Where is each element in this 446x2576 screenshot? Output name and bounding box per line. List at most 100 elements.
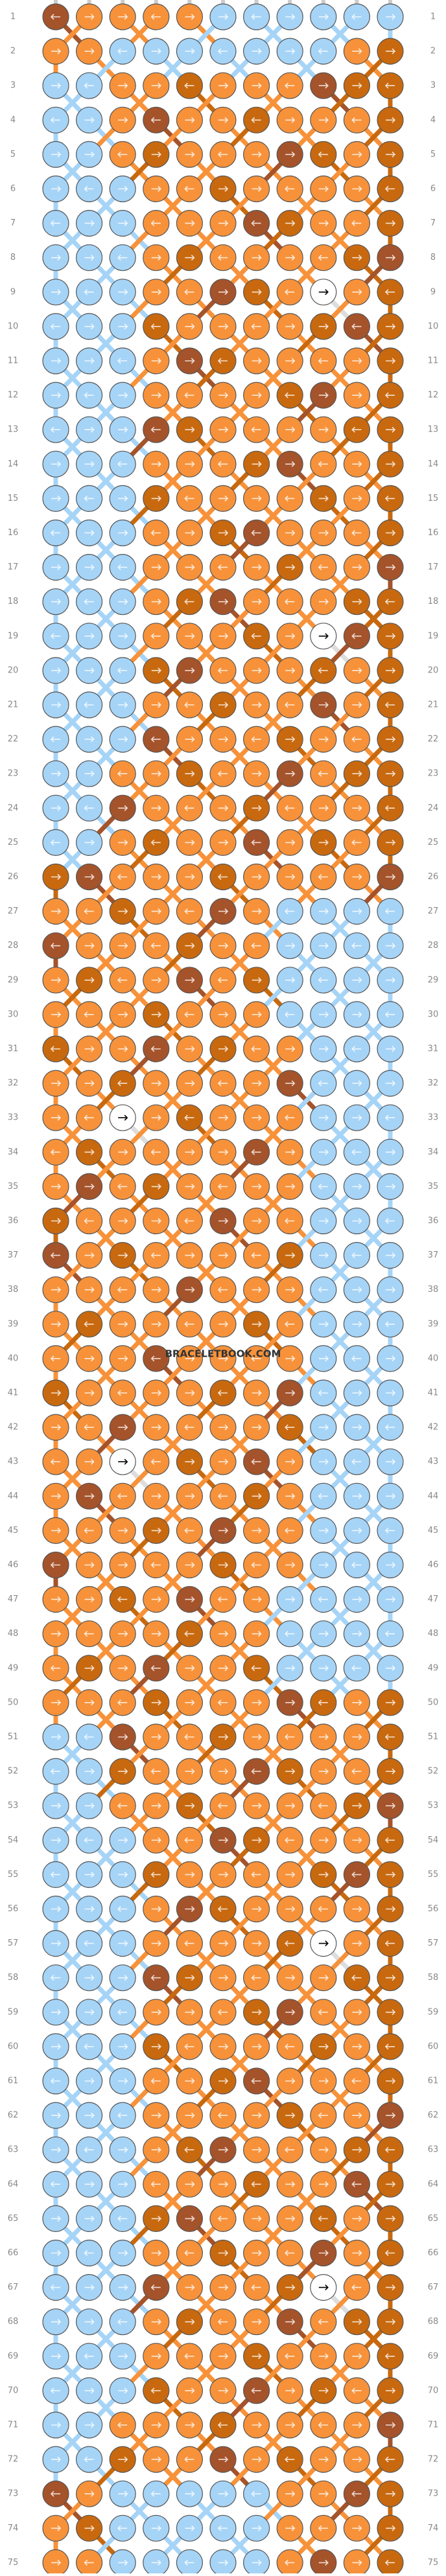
row-number-left: 58 bbox=[8, 1973, 19, 1983]
knot-arrow bbox=[351, 2181, 362, 2187]
knot-arrow bbox=[151, 1390, 161, 1396]
knot-arrow bbox=[318, 358, 328, 364]
knot-arrow bbox=[386, 1802, 396, 1809]
knot-arrow bbox=[218, 529, 229, 536]
knot-arrow bbox=[217, 1493, 228, 1499]
knot-arrow bbox=[318, 495, 329, 501]
knot-arrow bbox=[318, 1768, 329, 1775]
knot-arrow bbox=[184, 1837, 194, 1843]
knot-arrow bbox=[318, 943, 329, 949]
knot-arrow bbox=[151, 289, 161, 295]
knot-arrow bbox=[84, 2249, 94, 2257]
knot-arrow bbox=[252, 2009, 262, 2016]
knot-arrow bbox=[252, 82, 262, 89]
knot-arrow bbox=[352, 2559, 362, 2566]
knot-arrow bbox=[84, 1355, 95, 1362]
knot-arrow bbox=[151, 599, 161, 605]
row-number-left: 15 bbox=[8, 494, 19, 503]
knot-arrow bbox=[217, 1802, 228, 1809]
knot-arrow bbox=[84, 2319, 95, 2325]
row-number-right: 67 bbox=[428, 2283, 439, 2292]
knot-arrow bbox=[386, 1355, 396, 1362]
row-number-right: 53 bbox=[428, 1801, 439, 1811]
knot-arrow bbox=[84, 1768, 95, 1775]
row-number-left: 56 bbox=[8, 1904, 19, 1914]
knot-arrow bbox=[151, 770, 161, 777]
knot-arrow bbox=[218, 2146, 229, 2153]
knot-arrow bbox=[185, 426, 195, 433]
knot-arrow bbox=[251, 1561, 261, 1569]
knot-arrow bbox=[285, 2319, 296, 2325]
knot-arrow bbox=[218, 1768, 229, 1775]
knot-arrow bbox=[118, 529, 128, 536]
knot-arrow bbox=[151, 873, 161, 880]
knot-arrow bbox=[185, 2422, 195, 2428]
knot-arrow bbox=[285, 564, 296, 571]
knot-arrow bbox=[184, 1217, 194, 1225]
knot-arrow bbox=[351, 2490, 362, 2497]
knot-arrow bbox=[386, 1975, 396, 1981]
knot-arrow bbox=[318, 1802, 328, 1809]
row-number-left: 35 bbox=[8, 1182, 19, 1191]
knot-arrow bbox=[185, 1665, 195, 1672]
knot-arrow bbox=[351, 1561, 362, 1569]
knot-arrow bbox=[84, 977, 95, 983]
row-number-right: 23 bbox=[428, 769, 439, 779]
knot-arrow bbox=[318, 82, 329, 89]
row-number-right: 39 bbox=[428, 1319, 439, 1329]
knot-arrow bbox=[252, 2146, 262, 2153]
knot-arrow bbox=[352, 289, 362, 295]
knot-arrow bbox=[50, 1252, 60, 1259]
knot-arrow bbox=[318, 151, 328, 157]
knot-arrow bbox=[386, 255, 396, 261]
knot-arrow bbox=[117, 1699, 128, 1706]
knot-arrow bbox=[151, 1527, 161, 1534]
knot-arrow bbox=[318, 770, 328, 777]
knot-arrow bbox=[384, 1631, 395, 1637]
knot-arrow bbox=[386, 1596, 396, 1603]
knot-arrow bbox=[318, 1940, 329, 1947]
row-number-right: 5 bbox=[430, 150, 436, 159]
knot-arrow bbox=[51, 564, 62, 571]
knot bbox=[310, 2549, 337, 2576]
knot-arrow bbox=[252, 2559, 262, 2566]
knot-arrow bbox=[151, 1493, 161, 1499]
knot-arrow bbox=[251, 2078, 261, 2084]
knot-arrow bbox=[150, 736, 161, 742]
knot-arrow bbox=[117, 1183, 128, 1190]
knot-arrow bbox=[352, 2009, 362, 2016]
knot-arrow bbox=[285, 1768, 296, 1775]
knot-arrow bbox=[50, 2387, 60, 2394]
knot-arrow bbox=[185, 770, 195, 777]
knot-arrow bbox=[184, 392, 194, 398]
knot-arrow bbox=[218, 599, 229, 605]
row-number-left: 26 bbox=[8, 872, 19, 882]
knot-arrow bbox=[118, 1665, 128, 1672]
knot-arrow bbox=[318, 1217, 329, 1225]
row-number-left: 51 bbox=[8, 1732, 19, 1742]
row-number-right: 60 bbox=[428, 2041, 439, 2051]
row-number-right: 42 bbox=[428, 1423, 439, 1432]
knot-arrow bbox=[151, 82, 161, 89]
knot-arrow bbox=[285, 1390, 296, 1396]
row-number-right: 32 bbox=[428, 1079, 439, 1088]
knot-arrow bbox=[51, 2353, 62, 2360]
knot-arrow bbox=[384, 289, 395, 295]
knot-arrow bbox=[151, 1011, 161, 1018]
knot-arrow bbox=[285, 220, 296, 227]
knot-arrow bbox=[151, 1424, 161, 1431]
knot-arrow bbox=[351, 1355, 362, 1362]
knot-arrow bbox=[185, 2009, 195, 2016]
knot bbox=[42, 2549, 69, 2576]
row-number-right: 30 bbox=[428, 1009, 439, 1019]
knot-arrow bbox=[118, 323, 128, 330]
knot-arrow bbox=[84, 839, 95, 845]
knot-arrow bbox=[384, 2353, 395, 2360]
knot-arrow bbox=[118, 943, 128, 949]
knot-arrow bbox=[386, 1561, 396, 1569]
row-number-left: 73 bbox=[8, 2489, 19, 2499]
row-number-right: 55 bbox=[428, 1870, 439, 1880]
knot-arrow bbox=[150, 1458, 161, 1465]
knot-arrow bbox=[252, 1217, 262, 1225]
row-number-left: 33 bbox=[8, 1113, 19, 1123]
